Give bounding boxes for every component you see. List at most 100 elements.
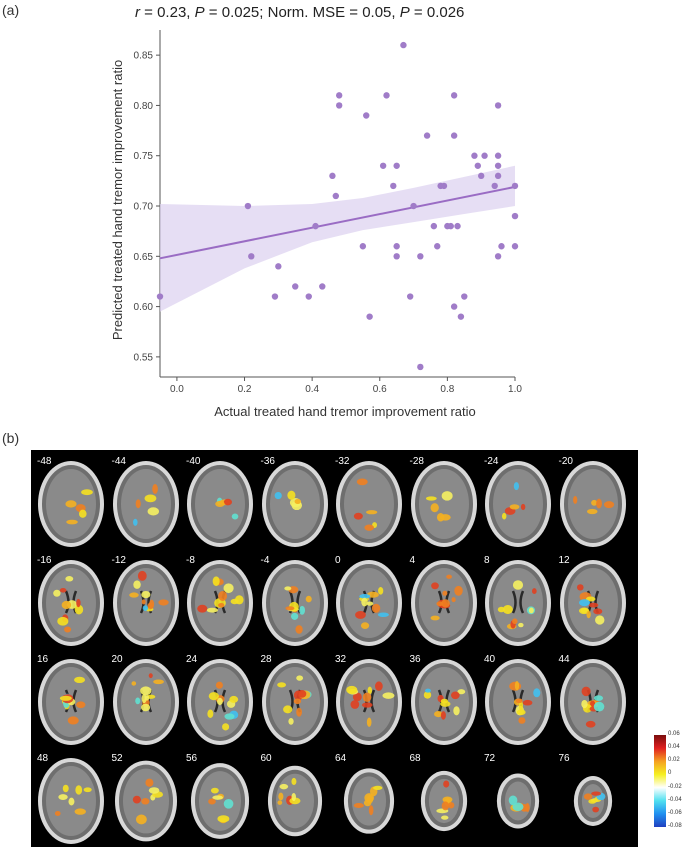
data-point — [511, 182, 519, 190]
slice-number-label: -48 — [37, 456, 52, 467]
y-tick-label: 0.55 — [134, 352, 154, 363]
colorbar: 0.06 0.04 0.02 0 -0.02 -0.04 -0.06 -0.08 — [654, 731, 682, 831]
brain-slice-image — [485, 659, 551, 745]
data-point — [292, 283, 299, 290]
colorbar-tick-label: -0.08 — [668, 823, 682, 829]
brain-slice-image — [261, 560, 328, 646]
brain-slice: -28 — [408, 454, 480, 550]
data-point — [400, 41, 407, 49]
data-point — [363, 112, 370, 119]
data-points — [156, 41, 519, 371]
brain-slice-image — [261, 659, 328, 745]
brain-slice-image — [336, 560, 402, 646]
slice-number-label: -12 — [111, 555, 126, 566]
brain-slice-image — [485, 461, 551, 547]
brain-slice-image — [573, 776, 612, 826]
brain-slice: -16 — [35, 553, 107, 649]
brain-slice-image — [336, 461, 402, 547]
data-point — [494, 172, 502, 180]
data-point — [494, 162, 502, 169]
data-point — [390, 182, 397, 190]
slice-number-label: 4 — [409, 555, 416, 566]
data-point — [450, 132, 458, 139]
brain-slice: 72 — [482, 751, 554, 847]
slice-number-label: 32 — [335, 654, 347, 665]
slice-number-label: -24 — [484, 456, 499, 467]
data-point — [477, 172, 485, 180]
r-symbol: r — [135, 4, 140, 21]
data-point — [447, 222, 454, 230]
p2-value: = 0.026 — [409, 4, 465, 21]
data-point — [461, 293, 468, 300]
brain-slice: -12 — [110, 553, 182, 649]
x-tick-label: 0.0 — [170, 384, 184, 395]
data-point — [312, 222, 319, 230]
brain-slice-image — [187, 560, 253, 646]
data-point — [275, 263, 282, 270]
tick-labels: 0.0 0.2 0.4 0.6 0.8 1.0 0.55 0.60 0.65 0.70 0.75 0.… — [134, 51, 523, 395]
slice-number-label: -36 — [260, 456, 275, 467]
brain-slice-image — [559, 560, 626, 646]
y-tick-label: 0.70 — [134, 202, 154, 213]
colorbar-gradient — [654, 735, 666, 827]
data-point — [383, 92, 390, 99]
data-point — [423, 132, 431, 139]
brain-slice: 56 — [184, 751, 256, 847]
slice-number-label: 52 — [111, 753, 123, 764]
slice-number-label: 16 — [37, 654, 49, 665]
data-point — [366, 313, 373, 320]
data-point — [156, 293, 164, 300]
data-point — [471, 152, 478, 159]
x-axis-label: Actual treated hand tremor improvement r… — [214, 404, 476, 419]
brain-slice-image — [420, 770, 467, 832]
brain-slice: 68 — [408, 751, 480, 847]
brain-slice-image — [410, 560, 477, 646]
brain-slice: -4 — [259, 553, 331, 649]
data-point — [434, 243, 441, 250]
data-point — [271, 293, 279, 300]
data-point — [393, 253, 400, 260]
brain-slice-image — [485, 560, 551, 646]
brain-slice-image — [112, 560, 179, 646]
slice-number-label: 20 — [111, 654, 123, 665]
slice-number-label: 44 — [558, 654, 570, 665]
brain-slice: -8 — [184, 553, 256, 649]
y-axis-label: Predicted treated hand tremor improvemen… — [110, 60, 125, 340]
slice-number-label: -20 — [558, 456, 573, 467]
data-point — [454, 222, 461, 230]
data-point — [335, 102, 343, 109]
data-point — [410, 202, 417, 210]
brain-slice: 20 — [110, 652, 182, 748]
y-tick-label: 0.60 — [134, 302, 154, 313]
data-point — [393, 243, 400, 250]
brain-slice-image — [38, 560, 104, 646]
brain-slice: 16 — [35, 652, 107, 748]
data-point — [491, 182, 498, 190]
data-point — [379, 162, 387, 169]
data-point — [430, 222, 438, 230]
brain-slice-image — [38, 758, 104, 844]
data-point — [393, 162, 400, 169]
x-tick-label: 1.0 — [508, 384, 522, 395]
confidence-band-area — [160, 165, 515, 312]
data-point — [440, 182, 448, 190]
data-point — [319, 283, 326, 290]
x-tick-label: 0.4 — [305, 384, 319, 395]
x-tick-label: 0.6 — [373, 384, 387, 395]
slice-number-label: 28 — [260, 654, 272, 665]
scatter-plot: 0.0 0.2 0.4 0.6 0.8 1.0 0.55 0.60 0.65 0.70 0.75 0.… — [110, 30, 523, 419]
brain-slice-image — [496, 773, 540, 829]
brain-slice-image — [410, 461, 477, 547]
slice-number-label: 36 — [409, 654, 421, 665]
brain-slice: 40 — [482, 652, 554, 748]
slice-number-label: 64 — [335, 753, 347, 764]
brain-slice: -48 — [35, 454, 107, 550]
brain-slice-image — [410, 659, 477, 745]
slice-number-label: -8 — [186, 555, 195, 566]
data-point — [359, 243, 367, 250]
slice-number-label: 0 — [335, 555, 341, 566]
colorbar-tick-label: 0.02 — [668, 757, 680, 764]
data-point — [494, 152, 502, 159]
slice-number-label: -16 — [37, 555, 52, 566]
data-point — [494, 253, 502, 260]
